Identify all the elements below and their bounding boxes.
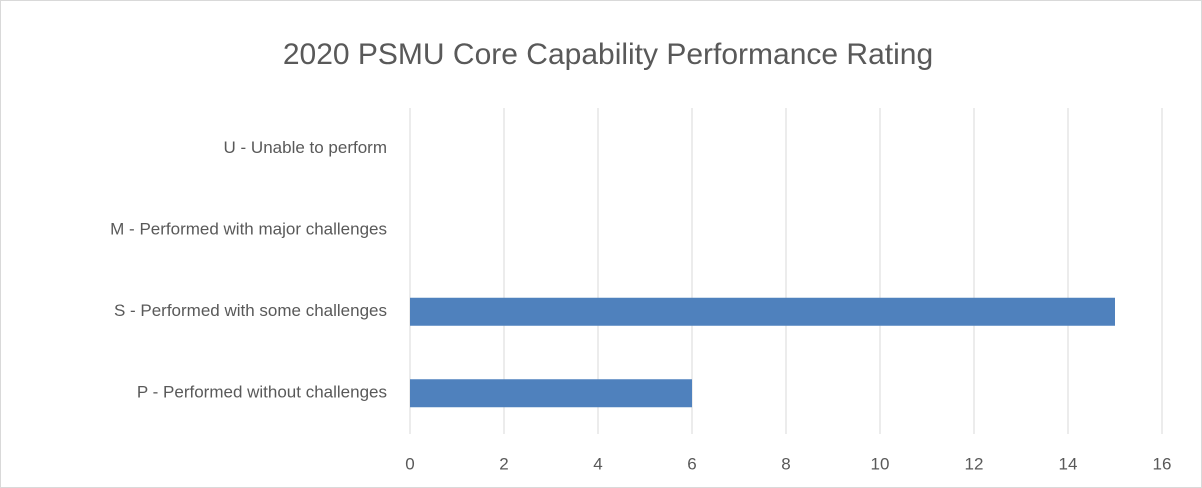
x-tick-label: 10 xyxy=(871,454,890,473)
y-tick-label: U - Unable to perform xyxy=(224,138,387,157)
chart-title: 2020 PSMU Core Capability Performance Ra… xyxy=(283,38,933,71)
x-tick-label: 4 xyxy=(593,454,602,473)
y-tick-label: M - Performed with major challenges xyxy=(110,220,387,239)
x-tick-label: 12 xyxy=(965,454,984,473)
x-tick-label: 16 xyxy=(1153,454,1172,473)
x-tick-label: 0 xyxy=(405,454,414,473)
bar xyxy=(410,379,692,408)
bar xyxy=(410,297,1115,326)
x-tick-label: 6 xyxy=(687,454,696,473)
y-tick-label: S - Performed with some challenges xyxy=(114,301,387,320)
x-tick-label: 8 xyxy=(781,454,790,473)
x-tick-label: 2 xyxy=(499,454,508,473)
y-tick-label: P - Performed without challenges xyxy=(137,383,387,402)
x-tick-label: 14 xyxy=(1059,454,1078,473)
